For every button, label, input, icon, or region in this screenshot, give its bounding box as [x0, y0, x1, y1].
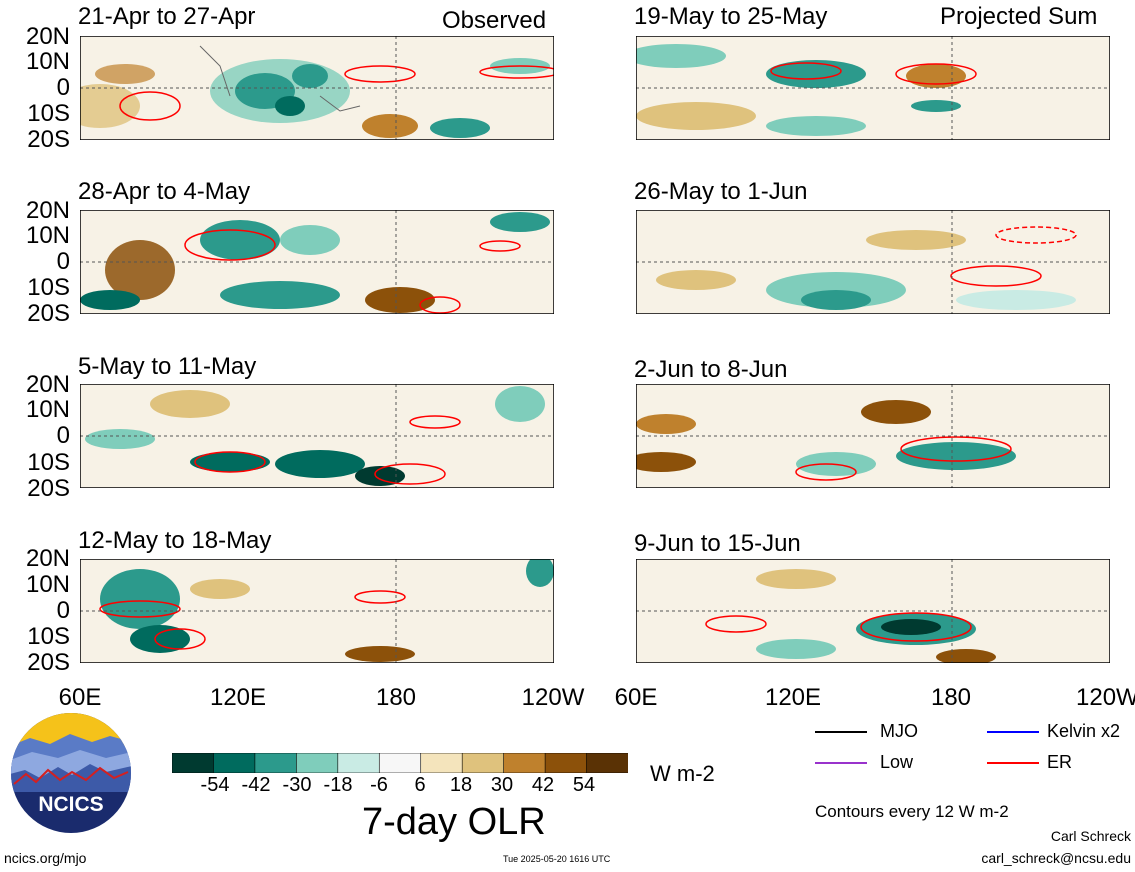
panel-title-projected-4: 9-Jun to 15-Jun	[634, 530, 801, 557]
colorbar-swatch	[420, 753, 463, 773]
footer-timestamp: Tue 2025-05-20 1616 UTC	[503, 854, 611, 864]
logo-text: NCICS	[38, 793, 103, 816]
colorbar-swatch	[213, 753, 256, 773]
lat-label: 20N	[25, 23, 70, 50]
colorbar-swatch	[378, 753, 422, 773]
colorbar-swatch	[544, 753, 588, 773]
map-panel-observed-2	[80, 210, 554, 314]
lon-label: 120W	[521, 684, 585, 711]
lon-label: 120W	[1076, 684, 1135, 711]
lon-label: 180	[375, 684, 417, 711]
colorbar-tick-label: -18	[323, 774, 353, 796]
legend-label-mjo: MJO	[880, 721, 918, 741]
colorbar-tick-label: -54	[200, 774, 230, 796]
panel-title-observed-4: 12-May to 18-May	[78, 527, 272, 554]
colorbar-tick-label: 30	[490, 774, 514, 796]
lat-label: 0	[56, 248, 70, 275]
lat-label: 10N	[25, 571, 70, 598]
colorbar-swatch	[172, 753, 215, 773]
legend-label-low: Low	[880, 752, 914, 772]
panel-title-observed-1: 21-Apr to 27-Apr	[78, 3, 256, 30]
colorbar-tick-label: 42	[531, 774, 555, 796]
lat-label: 20S	[27, 300, 70, 327]
colorbar-swatch	[337, 753, 380, 773]
legend-line-mjo	[815, 731, 867, 733]
ncics-logo: NCICS	[11, 713, 131, 833]
lat-label: 10S	[27, 100, 70, 127]
colorbar-tick-label: 18	[449, 774, 473, 796]
footer-url[interactable]: ncics.org/mjo	[4, 850, 87, 866]
panel-title-projected-3: 2-Jun to 8-Jun	[634, 356, 788, 383]
panel-title-observed-3: 5-May to 11-May	[78, 353, 257, 380]
panel-title-observed-2: 28-Apr to 4-May	[78, 178, 251, 205]
observed-label: Observed	[442, 7, 547, 34]
legend-line-er	[987, 762, 1039, 764]
lat-label: 10N	[25, 222, 70, 249]
lat-label: 20N	[25, 545, 70, 572]
panel-title-projected-1: 19-May to 25-May	[634, 3, 828, 30]
lat-label: 10N	[25, 48, 70, 75]
colorbar-swatch	[296, 753, 339, 773]
contours-note: Contours every 12 W m-2	[815, 802, 1009, 821]
colorbar-swatch	[461, 753, 505, 773]
colorbar-swatch	[254, 753, 297, 773]
legend-line-kelvin	[987, 731, 1039, 733]
colorbar-swatch	[586, 753, 628, 773]
projected-label: Projected Sum	[940, 3, 1098, 30]
map-panel-observed-3	[80, 384, 554, 488]
colorbar-units: W m-2	[650, 761, 715, 786]
lon-label: 180	[930, 684, 972, 711]
colorbar-tick-label: -30	[282, 774, 312, 796]
colorbar-swatch	[503, 753, 546, 773]
legend-line-low	[815, 762, 867, 764]
map-panel-projected-2	[636, 210, 1110, 314]
lon-label: 120E	[764, 684, 822, 711]
lat-label: 10S	[27, 449, 70, 476]
map-panel-observed-1	[80, 36, 554, 140]
panel-title-projected-2: 26-May to 1-Jun	[634, 178, 808, 205]
lat-label: 20S	[27, 126, 70, 153]
lat-label: 20S	[27, 475, 70, 502]
lat-label: 10N	[25, 396, 70, 423]
map-panel-projected-1	[636, 36, 1110, 140]
legend-label-er: ER	[1047, 752, 1073, 772]
colorbar-tick-label: 6	[414, 774, 426, 796]
lat-label: 10S	[27, 274, 70, 301]
lon-label: 60E	[58, 684, 102, 711]
colorbar-tick-label: 54	[572, 774, 596, 796]
map-panel-projected-4	[636, 559, 1110, 663]
lat-label: 0	[56, 422, 70, 449]
colorbar-tick-label: -42	[241, 774, 271, 796]
lat-label: 0	[56, 597, 70, 624]
lon-label: 60E	[614, 684, 658, 711]
lat-label: 20N	[25, 197, 70, 224]
lat-label: 20S	[27, 649, 70, 676]
colorbar-swatches	[172, 753, 628, 773]
map-panel-observed-4	[80, 559, 554, 663]
footer-author: Carl Schreck	[1050, 828, 1131, 844]
lat-label: 10S	[27, 623, 70, 650]
map-panel-projected-3	[636, 384, 1110, 488]
colorbar-title: 7-day OLR	[362, 801, 546, 843]
lat-label: 0	[56, 74, 70, 101]
colorbar-tick-label: -6	[370, 774, 388, 796]
legend-label-kelvin: Kelvin x2	[1047, 721, 1121, 741]
lon-label: 120E	[209, 684, 267, 711]
footer-email[interactable]: carl_schreck@ncsu.edu	[981, 850, 1131, 866]
lat-label: 20N	[25, 371, 70, 398]
